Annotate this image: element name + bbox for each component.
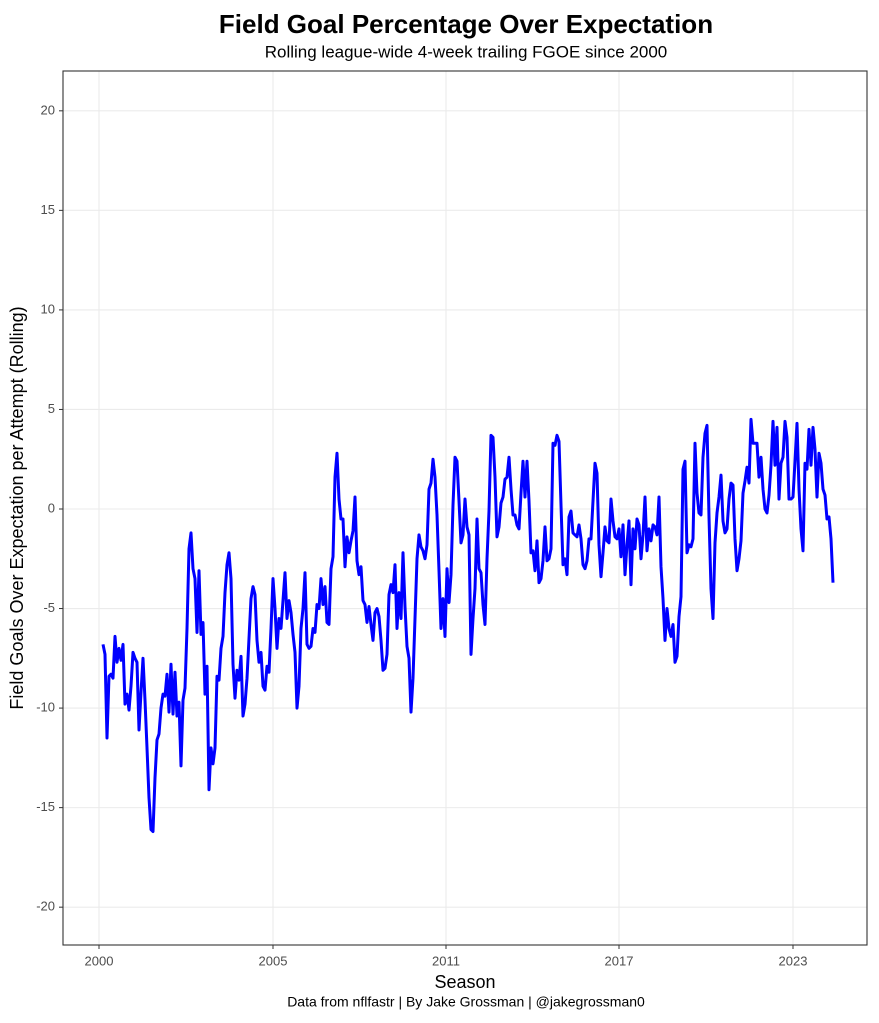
chart-subtitle: Rolling league-wide 4-week trailing FGOE… bbox=[265, 42, 668, 61]
chart-title: Field Goal Percentage Over Expectation bbox=[219, 9, 713, 39]
y-tick-label: -10 bbox=[36, 700, 55, 715]
plot-border bbox=[62, 70, 868, 946]
x-tick-label: 2017 bbox=[605, 953, 634, 968]
y-tick-label: 15 bbox=[41, 202, 55, 217]
caption: Data from nflfastr | By Jake Grossman | … bbox=[287, 994, 645, 1010]
y-tick-label: 10 bbox=[41, 301, 55, 316]
y-tick-label: 20 bbox=[41, 102, 55, 117]
x-tick-label: 2000 bbox=[85, 953, 114, 968]
x-tick-label: 2011 bbox=[432, 953, 460, 968]
y-tick-label: 0 bbox=[48, 500, 55, 515]
y-tick-label: -20 bbox=[36, 899, 55, 914]
y-tick-label: -15 bbox=[36, 799, 55, 814]
data-line bbox=[101, 417, 835, 834]
y-axis-title: Field Goals Over Expectation per Attempt… bbox=[7, 306, 27, 709]
x-axis-title: Season bbox=[434, 972, 495, 992]
plot-area bbox=[101, 417, 835, 834]
x-tick-label: 2023 bbox=[779, 953, 808, 968]
x-tick-label: 2005 bbox=[259, 953, 288, 968]
y-tick-label: 5 bbox=[48, 401, 55, 416]
y-tick-label: -5 bbox=[43, 600, 55, 615]
